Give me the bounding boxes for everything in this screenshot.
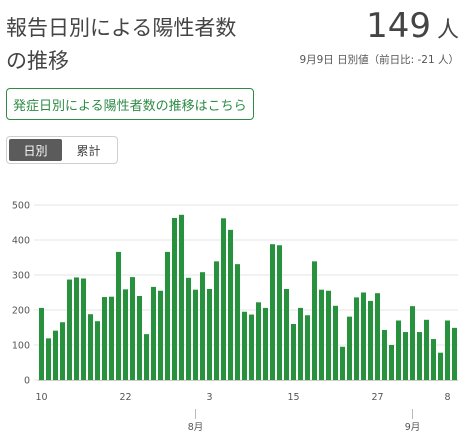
page-title: 報告日別による陽性者数の推移 [6,16,237,73]
x-tick-label: 15 [287,392,299,403]
bar [269,244,276,380]
bar [416,332,423,380]
x-tick-label: 22 [119,392,131,403]
x-tick-label: 27 [371,392,383,403]
bar [444,320,451,380]
axis-layer: 0 100 200 300 400 500 10 22 3 15 27 8 8月 9月 [12,201,458,433]
bar [388,345,395,380]
onset-date-link-button[interactable]: 発症日別による陽性者数の推移はこちら [6,88,254,120]
bar [171,217,178,380]
latest-date-note: 9月9日 日別値（前日比: -21 人） [299,54,459,66]
bar [311,261,318,380]
x-tick-label: 8 [444,392,450,403]
bar [423,319,430,380]
bar [255,302,262,380]
y-tick-label: 100 [12,341,30,352]
latest-count-value: 149 [366,6,431,46]
bar [227,229,234,380]
bar [290,324,297,380]
month-label: 8月 [188,422,204,433]
bar [339,346,346,380]
bar [367,300,374,380]
bar [73,277,80,380]
bar [206,289,213,380]
bar [150,286,157,380]
bar [59,322,66,380]
daily-cumulative-toggle: 日別 累計 [6,136,118,164]
bar-layer [38,214,458,380]
x-tick-label: 3 [206,392,212,403]
x-tick-label: 10 [35,392,47,403]
bar [332,305,339,380]
bar [192,289,199,380]
latest-count: 149 人 [366,6,459,46]
bar [395,320,402,380]
y-tick-label: 0 [24,376,30,387]
y-tick-label: 300 [12,271,30,282]
bar [66,279,73,380]
bar [213,261,220,380]
bar [353,297,360,380]
bar [115,251,122,380]
bar [430,339,437,380]
bar [234,264,241,380]
bar [143,334,150,380]
bar [248,314,255,380]
latest-count-unit: 人 [436,18,459,43]
bar [409,306,416,380]
toggle-daily[interactable]: 日別 [9,139,62,161]
bar [45,338,52,380]
month-label: 9月 [405,422,421,433]
y-tick-label: 400 [12,236,30,247]
bar [136,296,143,380]
bar [374,293,381,380]
bar [87,314,94,380]
bar [451,327,458,380]
toggle-cumulative[interactable]: 累計 [76,143,101,158]
bar [101,297,108,380]
bar [220,218,227,380]
bar [129,277,136,380]
bar [80,278,87,380]
y-tick-label: 200 [12,306,30,317]
bar [283,289,290,380]
bar [94,321,101,380]
bar [199,272,206,380]
bar [402,332,409,380]
bar-chart: 0 100 200 300 400 500 10 22 3 15 27 8 8月 9月 [12,201,458,433]
bar [38,307,45,380]
bar [381,329,388,380]
bar [346,316,353,380]
bar [185,277,192,380]
bar [325,290,332,380]
bar [157,290,164,380]
bar [318,289,325,380]
bar [437,352,444,380]
bar [276,245,283,380]
bar [262,307,269,380]
bar [304,315,311,380]
bar [297,307,304,380]
bar [360,292,367,380]
bar [52,330,59,380]
bar [108,296,115,380]
bar [122,289,129,380]
bar [241,311,248,380]
bar [164,251,171,380]
bar [178,214,185,380]
y-tick-label: 500 [12,201,30,212]
